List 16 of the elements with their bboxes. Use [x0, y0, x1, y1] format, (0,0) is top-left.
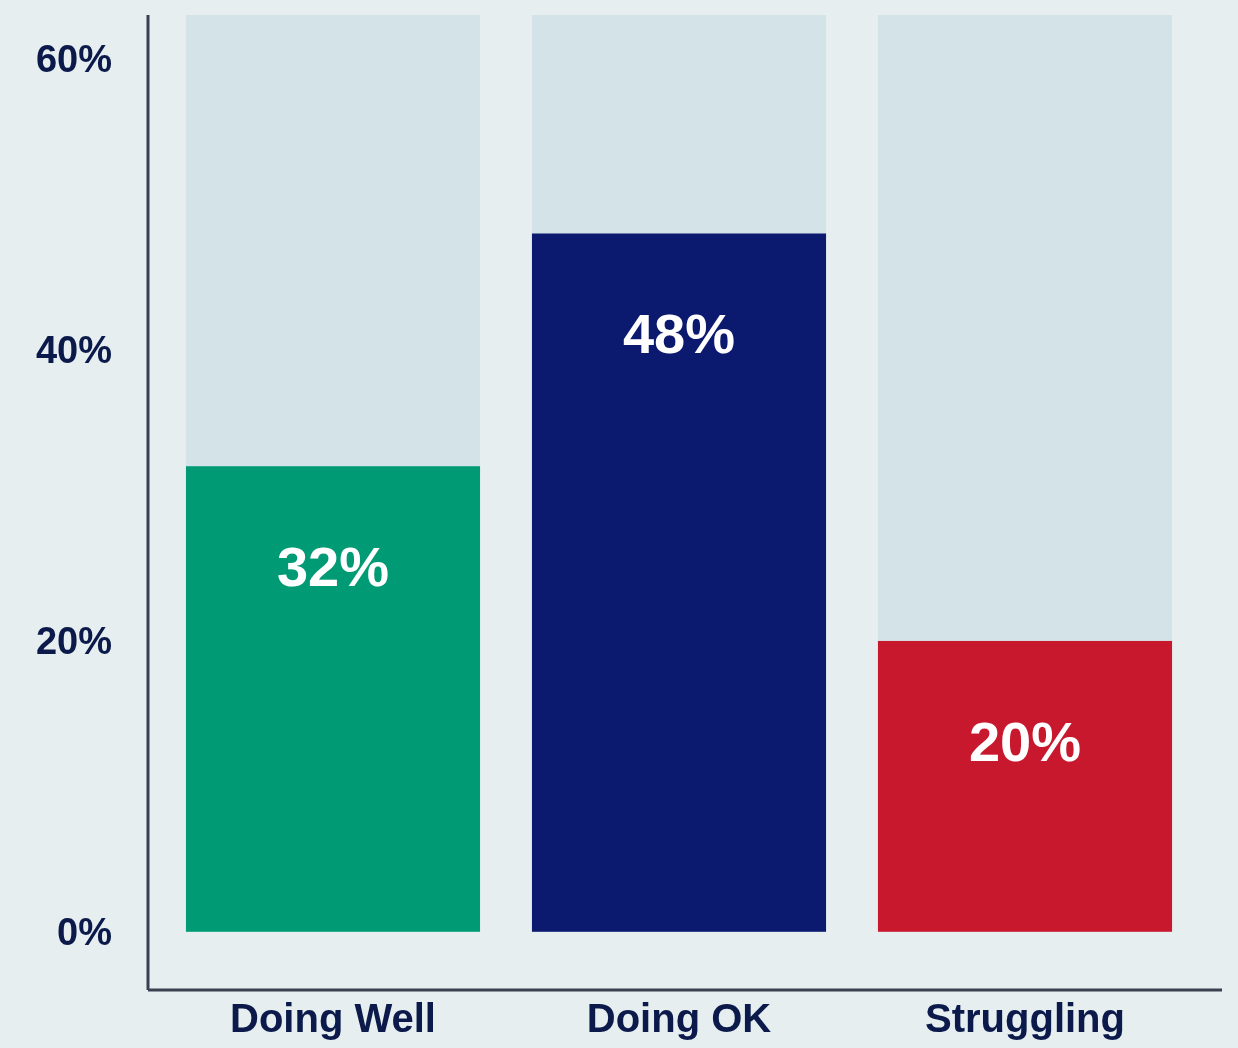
y-tick-label: 40%: [35, 329, 112, 371]
bar: [185, 466, 481, 932]
bar: [877, 15, 1173, 641]
y-tick-label: 60%: [35, 37, 112, 80]
y-tick-label: 20%: [35, 620, 112, 663]
x-tick-label: Doing OK: [586, 996, 772, 1040]
bar: [185, 15, 481, 467]
bar: [531, 15, 827, 234]
y-tick-label: 0%: [57, 911, 112, 954]
data-label: 20%: [968, 709, 1082, 773]
data-label: 32%: [276, 535, 390, 599]
bar: [877, 640, 1173, 932]
x-tick-label: Struggling: [925, 996, 1125, 1040]
data-label: 48%: [622, 302, 736, 366]
x-tick-label: Doing Well: [230, 996, 436, 1040]
bar: [531, 233, 827, 932]
